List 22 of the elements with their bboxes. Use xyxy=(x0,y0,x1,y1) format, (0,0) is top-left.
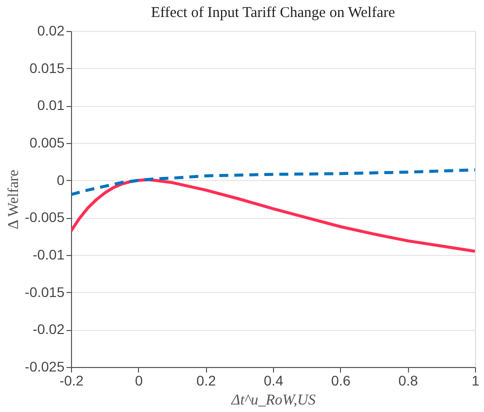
y-tick-label: 0.005 xyxy=(29,134,65,150)
y-tick-label: 0.015 xyxy=(29,60,65,76)
y-axis-title: Δ Welfare xyxy=(6,169,22,230)
y-tick-label: -0.025 xyxy=(24,358,65,374)
line-series xyxy=(71,178,475,253)
x-tick-label: 0.2 xyxy=(196,372,216,388)
y-tick-label: 0.02 xyxy=(37,22,65,38)
line-series xyxy=(71,168,475,196)
y-tick-label: 0.01 xyxy=(37,97,65,114)
x-axis-title: Δt^u_RoW,US xyxy=(230,392,316,408)
x-tick-label: 1 xyxy=(472,372,480,388)
x-tick-label: -0.2 xyxy=(59,372,84,388)
y-tick-label: -0.02 xyxy=(32,321,65,338)
chart-title: Effect of Input Tariff Change on Welfare xyxy=(150,5,396,21)
x-tick-label: 0.6 xyxy=(331,372,351,388)
y-tick-label: -0.015 xyxy=(24,284,65,300)
y-tick-label: -0.01 xyxy=(32,246,65,262)
x-tick-label: 0.8 xyxy=(398,372,418,388)
y-tick-label: 0 xyxy=(56,172,65,188)
x-tick-label: 0 xyxy=(134,372,143,388)
x-tick-label: 0.4 xyxy=(264,372,284,388)
y-tick-label: -0.005 xyxy=(24,209,65,226)
